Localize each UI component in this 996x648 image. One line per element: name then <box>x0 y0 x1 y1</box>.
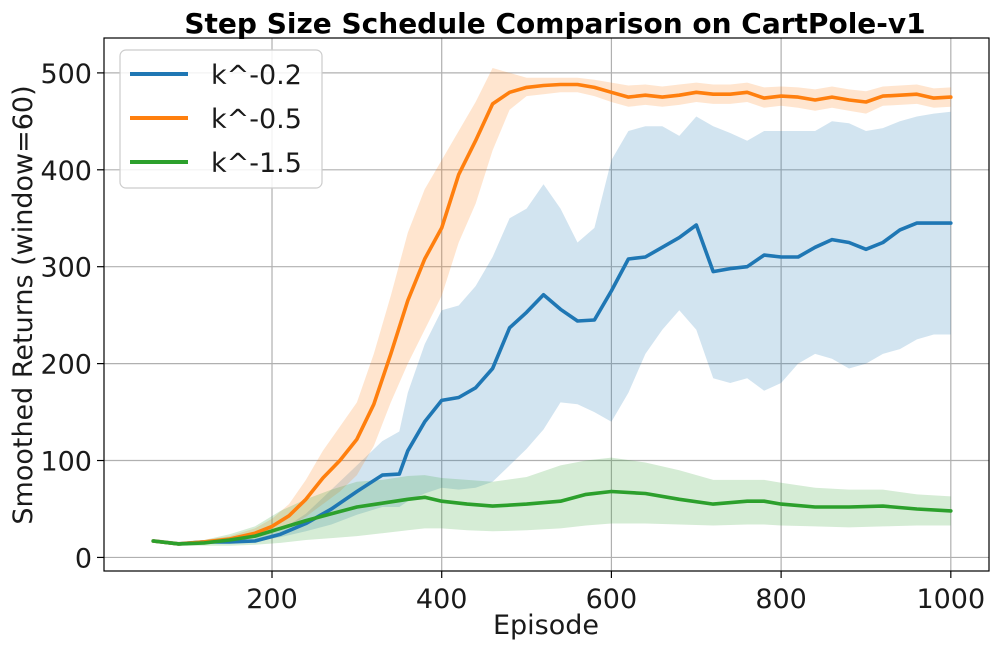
line-k^-0.2 <box>151 221 953 546</box>
legend-label: k^-1.5 <box>211 148 302 179</box>
x-tick-label: 600 <box>586 584 638 615</box>
legend: k^-0.2 k^-0.5 k^-1.5 <box>119 49 323 189</box>
y-tick-label: 0 <box>75 543 92 574</box>
x-tick-label: 1000 <box>916 584 985 615</box>
x-tick-label: 200 <box>246 584 298 615</box>
chart-title: Step Size Schedule Comparison on CartPol… <box>184 7 925 40</box>
grid <box>104 38 989 571</box>
legend-label: k^-0.2 <box>211 60 302 91</box>
band-k^-0.5 <box>153 68 951 546</box>
y-tick-label: 400 <box>40 156 92 187</box>
series-lines <box>151 82 953 546</box>
line-k^-0.5 <box>151 82 953 546</box>
y-axis-label: Smoothed Returns (window=60) <box>8 85 39 524</box>
y-tick-label: 500 <box>40 59 92 90</box>
legend-frame <box>119 49 323 189</box>
line-k^-1.5 <box>151 489 953 546</box>
y-tick-label: 300 <box>40 253 92 284</box>
axis-ticks: 200 400 600 800 1000 0 100 200 300 400 500 <box>40 59 985 615</box>
x-tick-label: 800 <box>755 584 807 615</box>
band-k^-0.2 <box>153 111 951 545</box>
y-tick-label: 200 <box>40 350 92 381</box>
x-tick-label: 400 <box>416 584 468 615</box>
legend-label: k^-0.5 <box>211 104 302 135</box>
y-tick-label: 100 <box>40 447 92 478</box>
plot-frame <box>103 37 990 572</box>
x-axis-label: Episode <box>493 610 599 641</box>
